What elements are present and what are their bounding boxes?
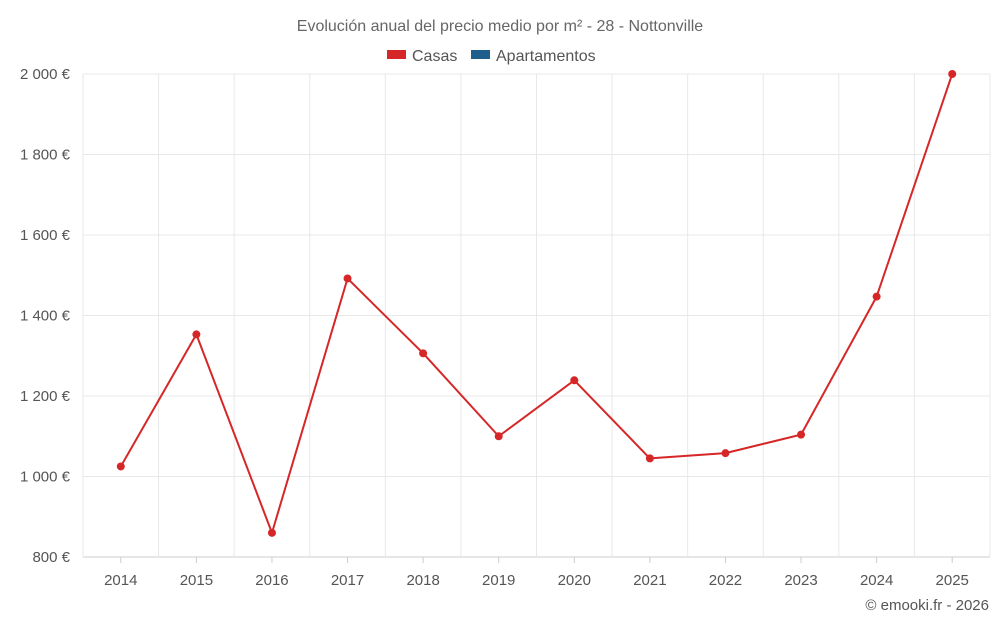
x-tick-label: 2019	[482, 572, 515, 589]
x-tick-label: 2016	[255, 572, 288, 589]
y-tick-label: 1 600 €	[20, 227, 71, 244]
y-tick-label: 1 800 €	[20, 147, 71, 164]
y-tick-label: 1 400 €	[20, 308, 71, 325]
x-tick-label: 2025	[936, 572, 969, 589]
data-point-casas[interactable]	[494, 432, 503, 441]
legend-swatch-casas[interactable]	[387, 50, 406, 59]
y-tick-label: 800 €	[32, 549, 70, 566]
x-tick-label: 2017	[331, 572, 364, 589]
x-tick-label: 2014	[104, 572, 137, 589]
data-point-casas[interactable]	[948, 70, 957, 78]
y-tick-label: 2 000 €	[20, 66, 71, 83]
series-line-casas	[119, 73, 954, 534]
data-point-casas[interactable]	[267, 528, 276, 537]
series-casas	[116, 70, 957, 537]
data-point-casas[interactable]	[645, 454, 654, 463]
data-point-casas[interactable]	[419, 349, 428, 358]
y-axis: 800 € 1 000 € 1 200 € 1 400 € 1 600 € 1 800 €…	[20, 66, 71, 566]
chart-title: Evolución anual del precio medio por m² …	[297, 18, 704, 35]
data-point-casas[interactable]	[872, 292, 881, 301]
data-point-casas[interactable]	[343, 274, 352, 283]
data-point-casas[interactable]	[570, 376, 579, 385]
data-point-casas[interactable]	[116, 462, 125, 471]
y-tick-label: 1 200 €	[20, 388, 71, 405]
legend-label-apartamentos[interactable]: Apartamentos	[496, 48, 596, 65]
legend-label-casas[interactable]: Casas	[412, 48, 457, 65]
data-point-casas[interactable]	[192, 330, 201, 339]
x-tick-label: 2024	[860, 572, 893, 589]
credit-text: © emooki.fr - 2026	[865, 597, 989, 614]
x-tick-label: 2023	[784, 572, 817, 589]
y-tick-label: 1 000 €	[20, 469, 71, 486]
x-tick-label: 2021	[633, 572, 666, 589]
x-axis: 2014 2015 2016 2017 2018 2019 2020 2021 2022 2023…	[104, 557, 969, 589]
x-tick-label: 2015	[180, 572, 213, 589]
data-point-casas[interactable]	[797, 430, 806, 439]
x-tick-label: 2020	[558, 572, 591, 589]
legend-swatch-apartamentos[interactable]	[471, 50, 490, 59]
legend: Casas Apartamentos	[387, 48, 596, 65]
data-point-casas[interactable]	[721, 449, 730, 458]
x-tick-label: 2022	[709, 572, 742, 589]
x-tick-label: 2018	[406, 572, 439, 589]
grid	[82, 73, 991, 558]
